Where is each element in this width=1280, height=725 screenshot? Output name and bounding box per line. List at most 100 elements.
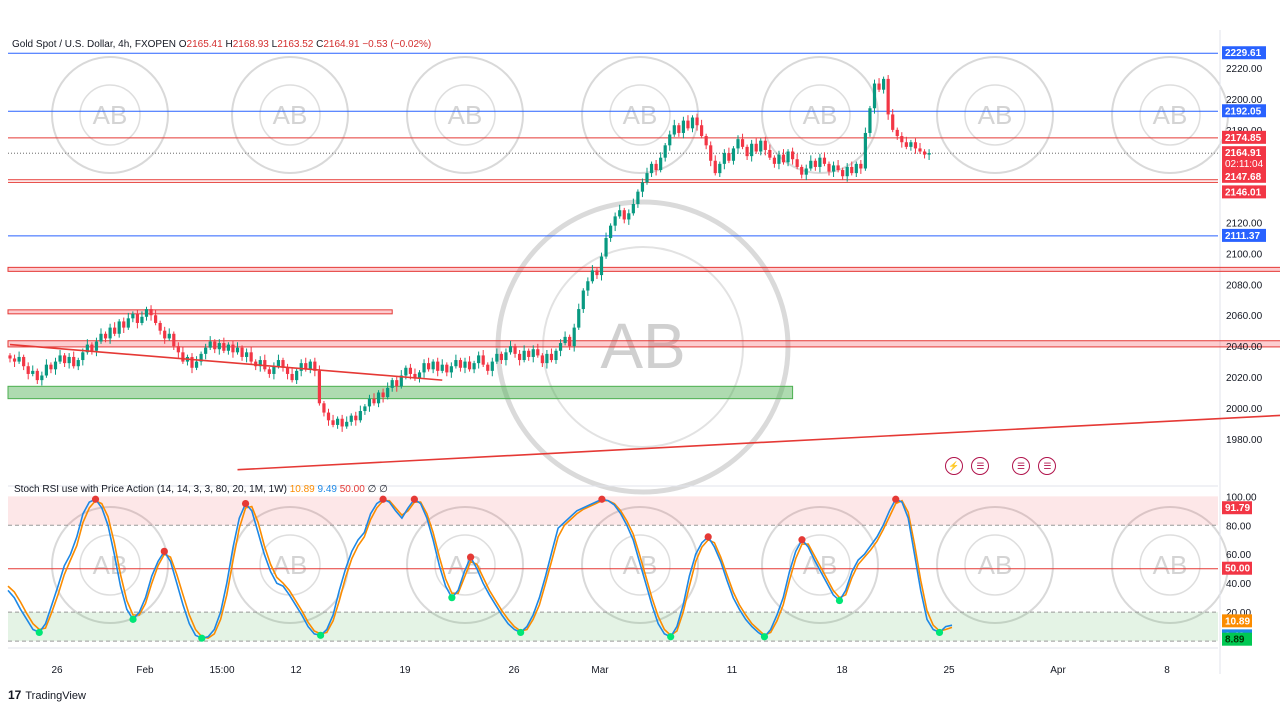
candle: [504, 352, 507, 360]
candle: [336, 419, 339, 425]
candle: [523, 351, 526, 360]
candle: [368, 399, 371, 407]
candle: [554, 351, 557, 360]
candle: [409, 368, 412, 374]
candle: [545, 354, 548, 363]
time-tick-label: 26: [508, 665, 520, 676]
buy-signal-dot: [936, 629, 943, 636]
candle: [877, 84, 880, 90]
candle: [623, 210, 626, 219]
candle: [218, 343, 221, 349]
indicator-title[interactable]: Stoch RSI use with Price Action (14, 14,…: [14, 484, 287, 495]
candle: [227, 345, 230, 351]
candle: [723, 153, 726, 164]
candle: [896, 130, 899, 136]
watermark-logo: AB: [978, 550, 1013, 580]
candle: [40, 375, 43, 380]
rsi-tick-label: 40.00: [1226, 579, 1251, 590]
candle: [13, 359, 16, 362]
buy-signal-dot: [448, 594, 455, 601]
price-label: 2146.01: [1225, 187, 1262, 198]
sell-signal-dot: [161, 548, 168, 555]
rsi-value-label: 91.79: [1225, 503, 1250, 514]
watermark-logo: AB: [93, 550, 128, 580]
candle: [468, 362, 471, 370]
candle: [677, 125, 680, 133]
us-flag-icon[interactable]: ☰: [1038, 457, 1056, 475]
candle: [559, 343, 562, 351]
candle: [586, 281, 589, 290]
candle: [809, 161, 812, 169]
symbol-header: Gold Spot / U.S. Dollar, 4h, FXOPEN O216…: [12, 39, 431, 50]
candle: [68, 357, 71, 363]
candle: [568, 337, 571, 346]
symbol-name[interactable]: Gold Spot / U.S. Dollar, 4h, FXOPEN: [12, 39, 176, 50]
open-label: O: [179, 39, 187, 50]
high-label: H: [225, 39, 232, 50]
watermark-logo: AB: [273, 550, 308, 580]
candle: [231, 345, 234, 353]
candle: [518, 354, 521, 360]
tv-logo-icon: 17: [8, 688, 21, 702]
candle: [864, 133, 867, 169]
sell-signal-dot: [705, 533, 712, 540]
resistance-zone: [8, 341, 1280, 347]
candle: [81, 352, 84, 360]
candle: [99, 334, 102, 342]
us-flag-icon[interactable]: ☰: [971, 457, 989, 475]
candle: [859, 164, 862, 169]
candle: [450, 366, 453, 372]
candle: [49, 365, 52, 370]
candle: [27, 366, 30, 374]
flash-icon[interactable]: ⚡: [945, 457, 963, 475]
candle: [159, 323, 162, 331]
candle: [705, 136, 708, 145]
candle: [118, 321, 121, 333]
branding-text: TradingView: [25, 690, 86, 702]
candle: [359, 411, 362, 420]
candle: [441, 365, 444, 371]
candle: [432, 362, 435, 370]
candle: [18, 357, 21, 362]
indicator-d-value: 9.49: [318, 484, 337, 495]
candle: [850, 167, 853, 173]
candle: [45, 365, 48, 376]
candle: [682, 121, 685, 133]
candle: [928, 153, 931, 155]
candle: [823, 158, 826, 164]
price-label: 2229.61: [1225, 48, 1262, 59]
candle: [750, 144, 753, 156]
us-flag-icon[interactable]: ☰: [1012, 457, 1030, 475]
event-icons: ⚡ ☰: [945, 456, 993, 474]
candle: [800, 167, 803, 175]
candle: [914, 142, 917, 148]
candle: [746, 147, 749, 156]
candle: [686, 121, 689, 129]
candle: [805, 168, 808, 174]
candle: [240, 348, 243, 357]
candle: [791, 152, 794, 160]
time-tick-label: 25: [943, 665, 955, 676]
rsi-tick-label: 80.00: [1226, 521, 1251, 532]
candle: [322, 403, 325, 412]
candle: [727, 153, 730, 161]
price-tick-label: 2000.00: [1226, 404, 1263, 415]
candle: [131, 314, 134, 319]
candle: [163, 331, 166, 339]
tradingview-logo[interactable]: 17 TradingView: [8, 688, 86, 702]
indicator-extra2: ∅: [379, 484, 388, 495]
candle: [363, 406, 366, 411]
candle: [582, 291, 585, 310]
rsi-value-label: 8.89: [1225, 635, 1245, 646]
watermark-logo: AB: [273, 100, 308, 130]
time-tick-label: Mar: [591, 665, 609, 676]
candle: [837, 165, 840, 170]
indicator-mid-value: 50.00: [340, 484, 365, 495]
candle: [659, 158, 662, 170]
candle: [736, 139, 739, 148]
candle: [818, 158, 821, 167]
candle: [190, 357, 193, 368]
watermark-logo: AB: [623, 100, 658, 130]
candle: [382, 392, 385, 397]
